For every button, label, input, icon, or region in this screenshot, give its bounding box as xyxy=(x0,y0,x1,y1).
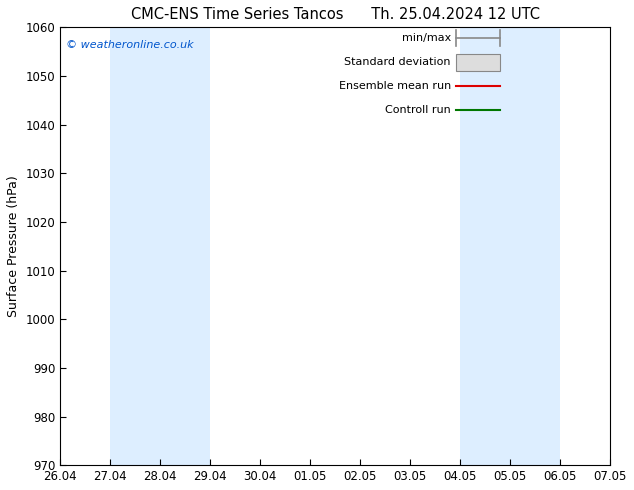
Bar xyxy=(611,27,634,465)
Text: © weatheronline.co.uk: © weatheronline.co.uk xyxy=(65,40,193,50)
Bar xyxy=(456,54,500,71)
Bar xyxy=(460,27,560,465)
Text: Ensemble mean run: Ensemble mean run xyxy=(339,81,451,92)
Text: Controll run: Controll run xyxy=(385,105,451,116)
Text: Standard deviation: Standard deviation xyxy=(344,57,451,67)
Title: CMC-ENS Time Series Tancos      Th. 25.04.2024 12 UTC: CMC-ENS Time Series Tancos Th. 25.04.202… xyxy=(131,7,540,22)
Text: min/max: min/max xyxy=(401,33,451,43)
Bar xyxy=(110,27,210,465)
Y-axis label: Surface Pressure (hPa): Surface Pressure (hPa) xyxy=(7,175,20,317)
